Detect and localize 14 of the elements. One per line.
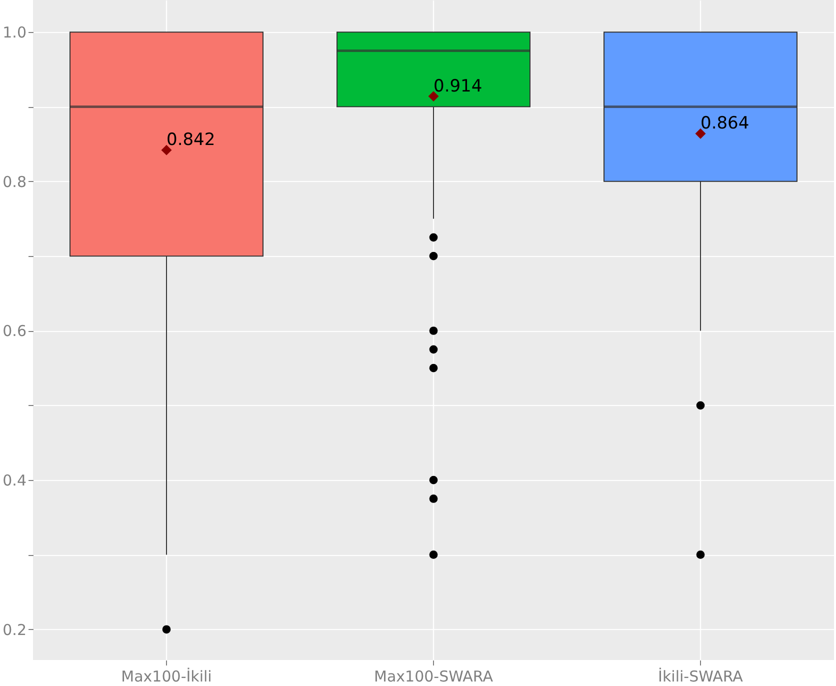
- data-label: 0.914: [434, 76, 482, 96]
- x-tick-label: Max100-İkili: [121, 668, 212, 686]
- data-label: 0.842: [166, 130, 216, 150]
- point: [428, 91, 439, 102]
- y-tick-label: 0.4: [2, 472, 26, 490]
- y-tick-label: 0.8: [2, 172, 26, 191]
- y-tick-label: 0.6: [2, 322, 26, 340]
- x-tick-label: İkili-SWARA: [658, 668, 744, 686]
- x-tick-label: Max100-SWARA: [374, 668, 494, 686]
- y-tick-label: 1.0: [2, 24, 26, 42]
- point: [161, 144, 172, 156]
- data-label: 0.864: [700, 114, 750, 134]
- point: [695, 128, 706, 139]
- y-tick-label: 0.2: [2, 620, 26, 639]
